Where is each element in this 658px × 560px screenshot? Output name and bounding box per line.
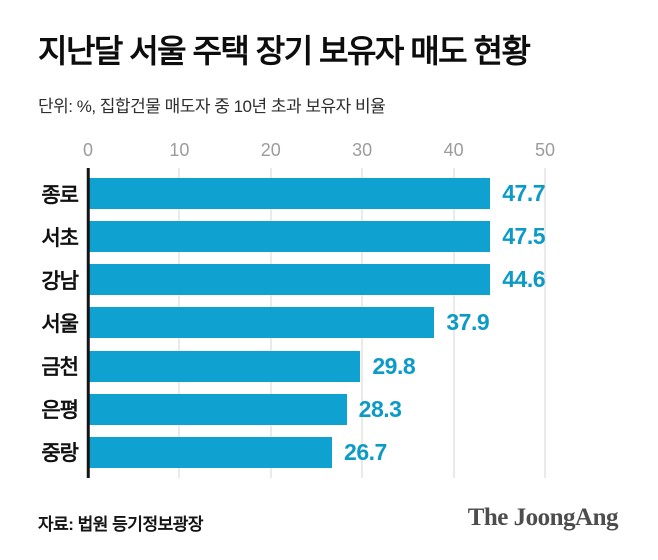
bar — [88, 264, 491, 296]
value-label: 47.5 — [502, 223, 545, 250]
x-tick-label: 30 — [352, 140, 373, 160]
value-label: 29.8 — [372, 352, 416, 379]
category-label: 중랑 — [41, 442, 79, 466]
bar-row: 은평 28.3 — [41, 393, 545, 425]
x-axis: 0 10 20 30 40 50 — [83, 140, 555, 164]
value-label: 28.3 — [358, 395, 402, 422]
source-label: 자료: 법원 등기정보광장 — [38, 515, 204, 534]
value-label: 47.7 — [502, 180, 545, 206]
chart-subtitle: 단위: %, 집합건물 매도자 중 10년 초과 보유자 비율 — [38, 97, 386, 116]
bar — [88, 436, 333, 468]
bar — [88, 178, 491, 209]
bar — [88, 221, 491, 253]
x-tick-label: 10 — [169, 140, 190, 160]
category-label: 강남 — [41, 269, 79, 293]
category-label: 종로 — [41, 183, 79, 207]
bar-rows: 종로 47.7 서초 47.5 강남 44.6 서울 37.9 금천 29.8 은평 28.3 중랑 26… — [41, 168, 545, 478]
x-tick-label: 40 — [443, 140, 464, 160]
value-label: 37.9 — [446, 309, 490, 336]
gridline — [453, 168, 455, 478]
bar-row: 금천 29.8 — [41, 350, 545, 382]
category-label: 금천 — [41, 356, 79, 380]
category-label: 은평 — [41, 399, 79, 423]
x-tick-label: 50 — [534, 140, 556, 160]
gridline — [544, 168, 546, 478]
bar — [88, 393, 347, 425]
bar — [88, 307, 435, 339]
bar — [88, 350, 361, 382]
value-label: 44.6 — [502, 266, 545, 293]
bar-row: 서초 47.5 — [41, 221, 545, 253]
chart-title: 지난달 서울 주택 장기 보유자 매도 현황 — [38, 33, 531, 69]
category-label: 서초 — [41, 226, 79, 250]
bar-row: 종로 47.7 — [41, 178, 545, 209]
bar-row: 서울 37.9 — [41, 307, 545, 339]
x-tick-label: 0 — [82, 140, 94, 160]
bar-row: 강남 44.6 — [41, 264, 545, 296]
category-label: 서울 — [41, 312, 79, 336]
value-label: 26.7 — [344, 438, 387, 465]
x-tick-label: 20 — [260, 140, 281, 160]
plot-area: 종로 47.7 서초 47.5 강남 44.6 서울 37.9 금천 29.8 은평 28.3 중랑 26… — [41, 168, 546, 478]
joongang-logo: The JoongAng — [467, 504, 619, 531]
bar-row: 중랑 26.7 — [41, 436, 545, 468]
y-axis-line — [86, 168, 90, 478]
